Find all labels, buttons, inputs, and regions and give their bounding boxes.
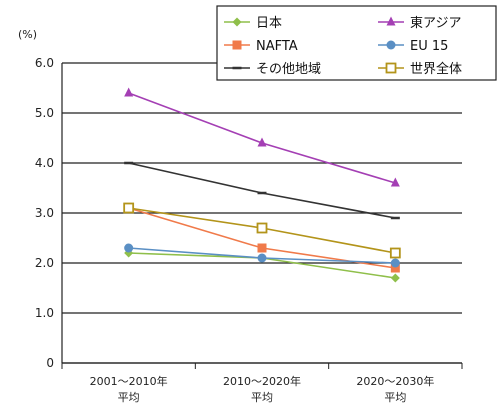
legend-marker (232, 17, 242, 27)
x-tick-label: 2001～2010年 (90, 374, 168, 388)
y-tick-label: 6.0 (35, 56, 54, 70)
legend-marker (232, 40, 242, 50)
legend-marker (385, 62, 397, 74)
data-point (124, 87, 134, 97)
data-point (390, 263, 400, 273)
x-tick-label: 2010～2020年 (223, 374, 301, 388)
legend-label: その他地域 (256, 62, 321, 77)
y-tick-label: 3.0 (35, 206, 54, 220)
series-group (123, 202, 401, 259)
legend-item: 東アジア (378, 15, 461, 31)
legend-item: NAFTA (224, 39, 298, 54)
x-tick-sublabel: 平均 (384, 391, 406, 404)
y-tick-label: 2.0 (35, 256, 54, 270)
x-tick-label: 2020～2030年 (356, 374, 434, 388)
data-series (123, 87, 401, 283)
legend-marker (386, 16, 396, 26)
data-point (390, 177, 400, 187)
legend-label: EU 15 (410, 39, 448, 54)
y-tick-label: 1.0 (35, 306, 54, 320)
y-axis-unit-label: (%) (18, 28, 37, 41)
legend-label: 世界全体 (410, 61, 462, 77)
legend-item: 世界全体 (378, 61, 462, 77)
series-group (124, 243, 400, 268)
legend-item: その他地域 (224, 62, 321, 77)
y-tick-label: 4.0 (35, 156, 54, 170)
axes (61, 63, 463, 369)
legend: 日本 NAFTA その他地域 東アジア EU 15 世界全体 (216, 5, 497, 81)
gridlines (62, 62, 462, 364)
data-point (257, 137, 267, 147)
data-point (257, 253, 267, 263)
legend-item: 日本 (224, 16, 282, 31)
data-point (257, 243, 267, 253)
data-point (256, 222, 268, 234)
data-point (124, 243, 134, 253)
data-point (389, 247, 401, 259)
legend-item: EU 15 (378, 39, 448, 54)
series-group (124, 161, 400, 220)
data-point (390, 258, 400, 268)
y-tick-label: 0 (46, 356, 54, 370)
series-group (124, 87, 400, 187)
legend-marker (386, 40, 396, 50)
data-point (123, 202, 135, 214)
x-tick-sublabel: 平均 (118, 391, 140, 404)
legend-label: NAFTA (256, 39, 298, 54)
legend-box (216, 5, 497, 81)
x-tick-sublabel: 平均 (251, 391, 273, 404)
legend-label: 東アジア (410, 15, 461, 31)
y-tick-label: 5.0 (35, 106, 54, 120)
legend-label: 日本 (256, 16, 282, 31)
data-point (390, 273, 400, 283)
y-tick-labels: 0 1.0 2.0 3.0 4.0 5.0 6.0 (35, 56, 54, 370)
